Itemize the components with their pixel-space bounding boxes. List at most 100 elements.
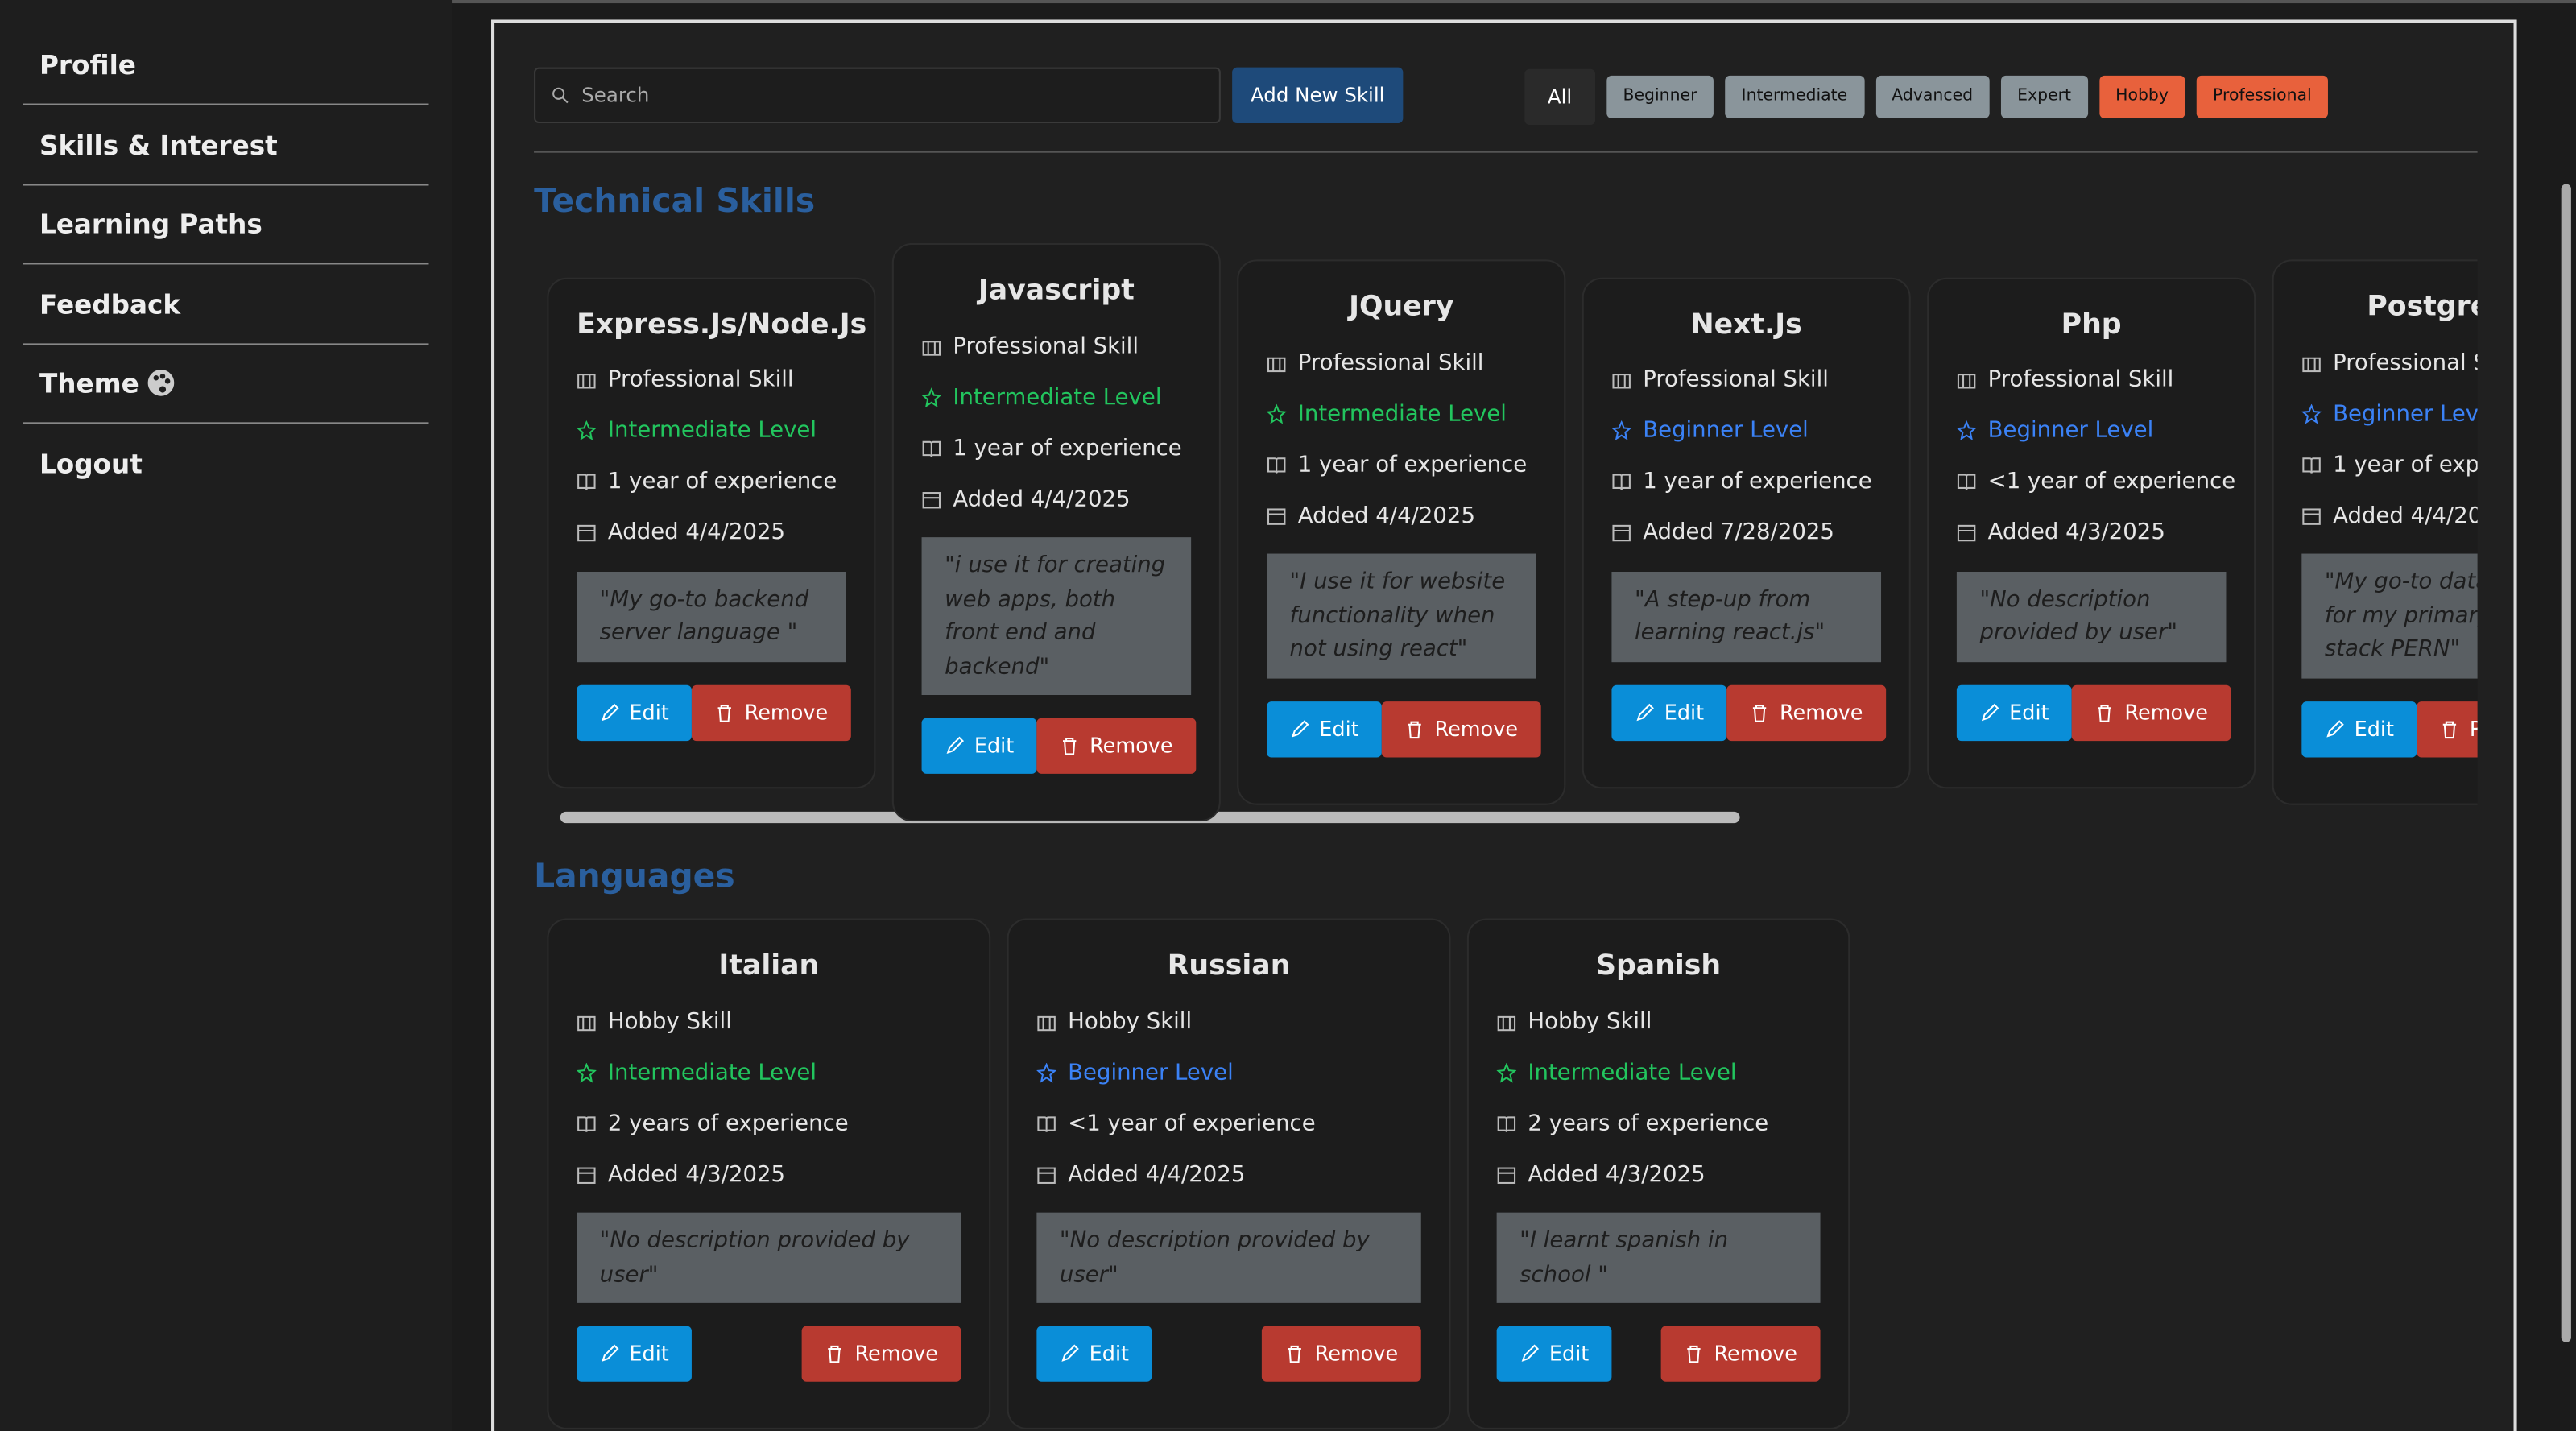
section-title: Technical Skills <box>534 180 816 221</box>
remove-label: Remove <box>2470 701 2478 757</box>
remove-button[interactable]: Remove <box>692 684 851 741</box>
edit-button[interactable]: Edit <box>921 718 1037 774</box>
card-type: Professional Skill <box>1957 354 2227 405</box>
nav-item[interactable]: Skills & Interest <box>23 106 429 185</box>
filter-button[interactable]: Advanced <box>1875 75 1990 118</box>
card-experience: 1 year of experience <box>1267 439 1536 490</box>
card-row: Express.Js/Node.Js Professional Skill Inte… <box>547 242 2478 822</box>
nav-item[interactable]: Profile <box>23 27 429 105</box>
icon <box>1612 474 1631 490</box>
card-type: Professional Skill <box>1611 354 1881 405</box>
nav-item[interactable]: Learning Paths <box>23 186 429 265</box>
card-level-text: Intermediate Level <box>953 383 1162 411</box>
remove-button[interactable]: Remove <box>1262 1326 1421 1382</box>
remove-label: Remove <box>744 699 829 724</box>
card-description: "My go-to backend server language " <box>577 570 846 662</box>
card-description: "A step-up from learning react.js" <box>1611 570 1882 662</box>
remove-label: Remove <box>1779 699 1863 724</box>
filter-button[interactable]: Expert <box>2000 75 2088 118</box>
edit-label: Edit <box>974 732 1015 758</box>
edit-button[interactable]: Edit <box>2301 701 2417 758</box>
card-added-text: Added 4/4/2025 <box>1068 1160 1246 1188</box>
remove-button[interactable]: Remove <box>2072 684 2231 741</box>
icon <box>1266 403 1287 424</box>
icon <box>1611 420 1631 440</box>
edit-button[interactable]: Edit <box>1496 1326 1612 1382</box>
filter-button[interactable]: Hobby <box>2098 75 2185 118</box>
edit-button[interactable]: Edit <box>577 684 693 741</box>
card-type: Hobby Skill <box>1036 995 1420 1046</box>
filters: All Beginner Intermediate Advanced Expert Hob… <box>1524 68 2329 126</box>
edit-button[interactable]: Edit <box>1036 1326 1152 1382</box>
icon <box>577 374 596 389</box>
add-skill-button[interactable]: Add New Skill <box>1232 67 1404 124</box>
card-added: Added 4/4/2025 <box>577 507 846 557</box>
nav-item[interactable]: Feedback <box>23 265 429 345</box>
card-level: Beginner Level <box>1611 405 1881 456</box>
card-title: Express.Js/Node.Js <box>577 308 867 341</box>
remove-button[interactable]: Remove <box>802 1326 961 1382</box>
trash-icon <box>1687 1345 1701 1363</box>
search-placeholder: Search <box>581 84 650 107</box>
section-title: Languages <box>534 855 735 895</box>
filter-button[interactable]: Beginner <box>1606 75 1714 118</box>
icon <box>1957 524 1976 542</box>
icon <box>1957 474 1976 490</box>
remove-button[interactable]: Remove <box>1382 701 1541 758</box>
nav-item[interactable]: Logout <box>23 424 429 503</box>
vertical-scrollbar[interactable] <box>2561 184 2571 1342</box>
remove-button[interactable]: Remove <box>1726 684 1887 741</box>
edit-button[interactable]: Edit <box>1611 684 1727 741</box>
card-experience-text: <1 year of experience <box>1068 1110 1316 1136</box>
icon <box>1957 374 1976 389</box>
card-added: Added 4/4/2025 <box>1036 1148 1420 1199</box>
icon <box>2301 403 2322 424</box>
trash-icon <box>1408 721 1422 738</box>
card-experience-text: 1 year of experience <box>607 468 837 495</box>
trash-icon <box>2098 704 2112 722</box>
card-added-text: Added 4/3/2025 <box>607 1160 786 1188</box>
edit-label: Edit <box>1664 699 1705 724</box>
icon <box>1497 1015 1516 1031</box>
edit-label: Edit <box>1319 716 1359 741</box>
card-buttons: Edit Remove <box>1611 684 1887 741</box>
icon <box>577 420 597 440</box>
card-experience: 1 year of experience <box>922 422 1192 473</box>
remove-button[interactable]: Remove <box>2417 701 2478 758</box>
card-added: Added 4/4/2025 <box>922 474 1192 524</box>
trash-icon <box>1753 704 1767 722</box>
icon <box>1037 1015 1056 1031</box>
icon <box>922 491 941 508</box>
icon <box>1267 507 1286 525</box>
icon <box>1496 1061 1517 1082</box>
edit-button[interactable]: Edit <box>1956 684 2073 741</box>
pencil-icon <box>946 736 964 755</box>
edit-button[interactable]: Edit <box>577 1326 693 1382</box>
remove-button[interactable]: Remove <box>1661 1326 1821 1382</box>
pencil-icon <box>602 1344 619 1362</box>
card-type-text: Professional Skill <box>2333 349 2478 376</box>
filter-button[interactable]: All <box>1524 68 1595 126</box>
skill-card: Italian Hobby Skill Intermediate Level 2 ye… <box>547 918 991 1429</box>
card-added-text: Added 7/28/2025 <box>1643 519 1834 546</box>
search-input[interactable]: Search <box>534 67 1221 124</box>
skill-card: Javascript Professional Skill Intermediate… <box>891 242 1221 822</box>
icon <box>1612 524 1631 542</box>
remove-button[interactable]: Remove <box>1036 718 1197 774</box>
icon <box>922 340 941 355</box>
nav-label: Learning Paths <box>39 209 263 240</box>
palette-icon <box>147 370 174 396</box>
nav-label: Profile <box>39 49 136 81</box>
nav-item[interactable]: Theme <box>23 345 429 424</box>
filter-button[interactable]: Intermediate <box>1725 75 1864 118</box>
card-added: Added 4/4/2025 <box>2301 490 2478 540</box>
edit-label: Edit <box>629 699 669 724</box>
card-level-text: Beginner Level <box>2333 400 2478 427</box>
filter-button[interactable]: Professional <box>2196 75 2329 118</box>
edit-button[interactable]: Edit <box>1266 701 1383 758</box>
icon <box>577 1015 596 1031</box>
card-added: Added 4/3/2025 <box>1497 1148 1821 1199</box>
card-title: Php <box>2061 308 2122 341</box>
card-description: "i use it for creating web apps, both fr… <box>921 537 1192 696</box>
